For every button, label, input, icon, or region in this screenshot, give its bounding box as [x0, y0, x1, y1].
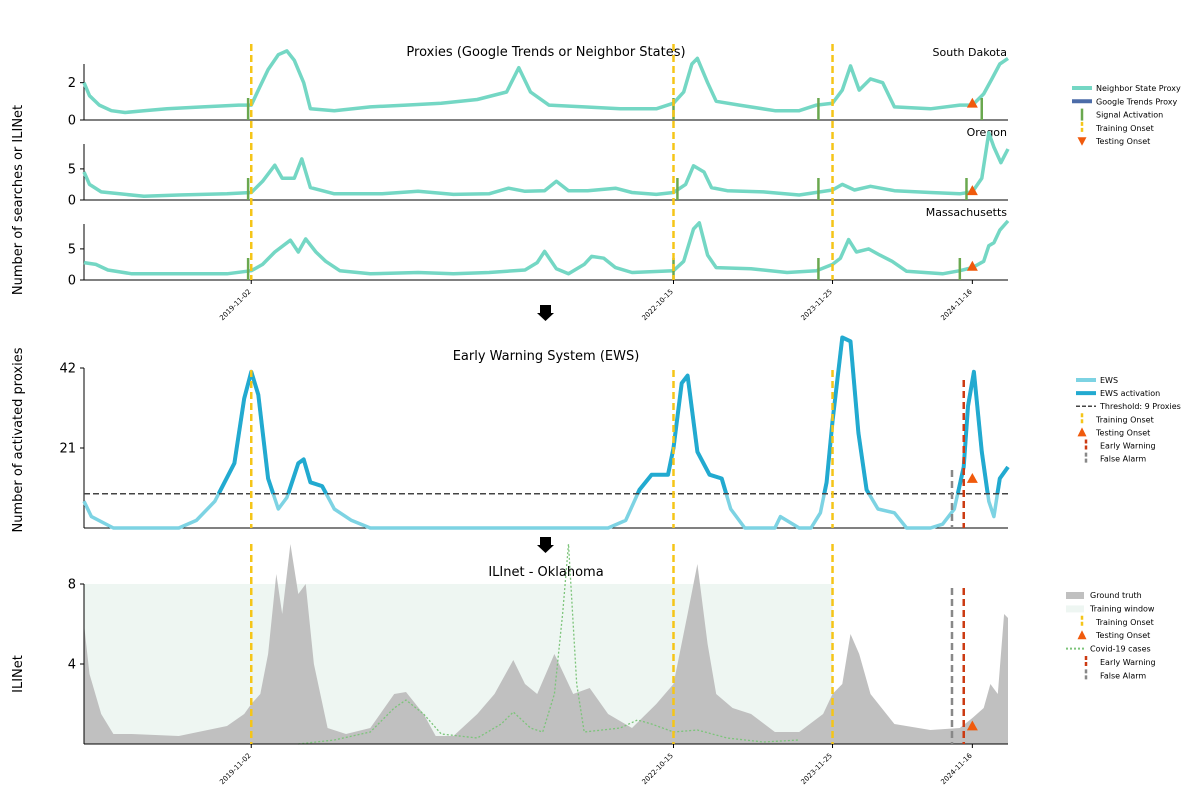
proxy-0-ytick-label: 0: [68, 114, 76, 129]
legend-label: Early Warning: [1100, 442, 1156, 451]
legend-label: Testing Onset: [1095, 631, 1150, 640]
legend-label: Testing Onset: [1095, 137, 1150, 146]
legend-ews-entry: EWS activation: [1076, 389, 1160, 398]
ylabel-ilinet: ILINet: [11, 655, 26, 693]
legend-label: EWS: [1100, 376, 1118, 385]
legend-ilinet-entry: Training window: [1066, 604, 1155, 613]
legend-label: Neighbor State Proxy: [1096, 84, 1181, 93]
ews-title: Early Warning System (EWS): [453, 349, 640, 364]
ilinet-ytick-label: 4: [68, 658, 76, 673]
ews-activation-segment: [822, 335, 871, 495]
legend-ews-entry: Testing Onset: [1077, 427, 1150, 437]
testing-onset-marker: [966, 260, 978, 271]
proxy-1-ytick-label: 5: [68, 162, 76, 177]
proxies-xtick-label: 2022-10-15: [640, 288, 674, 322]
ews-ytick-label: 21: [59, 442, 76, 457]
proxy-state-label: Oregon: [967, 126, 1007, 139]
legend-ews-entry: Training Onset: [1080, 413, 1154, 426]
legend-training-window-swatch: [1066, 605, 1084, 613]
legend-ews-entry: Early Warning: [1084, 439, 1156, 452]
flow-arrow-2: [537, 537, 554, 553]
proxies-xtick-label: 2019-11-02: [218, 288, 252, 322]
legend-ilinet-entry: Early Warning: [1084, 656, 1156, 668]
legend-label: Signal Activation: [1096, 111, 1163, 120]
proxy-2-ytick-label: 5: [68, 242, 76, 257]
legend-ilinet-entry: Ground truth: [1066, 591, 1142, 600]
ilinet-xtick-label: 2019-11-02: [218, 752, 252, 786]
proxy-state-label: South Dakota: [933, 46, 1007, 59]
legend-label: Covid-19 cases: [1090, 645, 1151, 654]
ilinet-xtick-label: 2023-11-25: [800, 752, 834, 786]
proxy-0-ytick-label: 2: [68, 76, 76, 91]
legend-label: Threshold: 9 Proxies: [1099, 402, 1181, 411]
legend-ews-entry: Threshold: 9 Proxies: [1076, 402, 1181, 411]
legend-ews-entry: EWS: [1076, 376, 1118, 385]
legend-label: Google Trends Proxy: [1096, 97, 1178, 106]
ilinet-xtick-label: 2024-11-16: [939, 751, 974, 786]
ews-activation-segment: [995, 465, 1010, 495]
legend-proxies-entry: Neighbor State Proxy: [1072, 84, 1181, 93]
legend-label: Training Onset: [1095, 415, 1154, 424]
legend-ilinet-entry: Testing Onset: [1077, 630, 1150, 640]
ews-activation-segment: [216, 369, 276, 495]
legend-testing-swatch: [1077, 630, 1087, 640]
legend-ilinet-entry: Covid-19 cases: [1066, 645, 1151, 654]
proxy-series-line: [82, 131, 1010, 199]
ilinet-title: ILInet - Oklahoma: [488, 565, 603, 580]
legend-label: Ground truth: [1090, 591, 1142, 600]
proxy-series-line: [82, 49, 1009, 115]
testing-onset-marker: [966, 472, 978, 483]
legend-proxies-entry: Google Trends Proxy: [1072, 97, 1178, 106]
proxies-title: Proxies (Google Trends or Neighbor State…: [406, 45, 685, 60]
legend-ilinet-entry: Training Onset: [1080, 615, 1154, 628]
legend-label: Training Onset: [1095, 618, 1154, 627]
legend-label: EWS activation: [1100, 389, 1160, 398]
legend-testing-swatch: [1077, 427, 1087, 437]
testing-onset-marker: [966, 185, 978, 196]
ews-activation-segment: [286, 457, 328, 495]
legend-label: Training Onset: [1095, 124, 1154, 133]
ilinet-xtick-label: 2022-10-15: [640, 752, 674, 786]
legend-proxies-entry: Signal Activation: [1080, 108, 1163, 121]
legend-label: Early Warning: [1100, 658, 1156, 667]
flow-arrow-1: [537, 305, 554, 321]
ilinet-ytick-label: 8: [68, 578, 76, 593]
legend-testing-swatch: [1077, 137, 1087, 146]
ews-ytick-label: 42: [59, 362, 76, 377]
testing-onset-marker: [966, 97, 978, 108]
legend-ilinet-entry: False Alarm: [1084, 669, 1146, 682]
proxy-1-ytick-label: 0: [68, 194, 76, 209]
ews-series-line: [82, 335, 1010, 530]
proxy-2-ytick-label: 0: [68, 274, 76, 289]
legend-ground-truth-swatch: [1066, 592, 1084, 599]
legend-label: Training window: [1089, 604, 1155, 613]
legend-label: False Alarm: [1100, 455, 1146, 464]
legend-label: False Alarm: [1100, 671, 1146, 680]
legend-proxies-entry: Training Onset: [1080, 121, 1154, 134]
testing-onset-marker: [966, 720, 978, 731]
legend-label: Testing Onset: [1095, 428, 1150, 437]
proxies-xtick-label: 2023-11-25: [800, 288, 834, 322]
proxy-state-label: Massachusetts: [926, 206, 1008, 219]
legend-proxies-entry: Testing Onset: [1077, 137, 1150, 146]
proxy-series-line: [83, 219, 1010, 276]
ylabel-ews: Number of activated proxies: [11, 347, 26, 532]
legend-ews-entry: False Alarm: [1084, 452, 1146, 465]
ylabel-proxies: Number of searches or ILINet: [11, 105, 26, 295]
ground-truth-area: [84, 544, 1008, 744]
proxies-xtick-label: 2024-11-16: [939, 287, 974, 322]
ews-activation-segment: [635, 373, 729, 495]
